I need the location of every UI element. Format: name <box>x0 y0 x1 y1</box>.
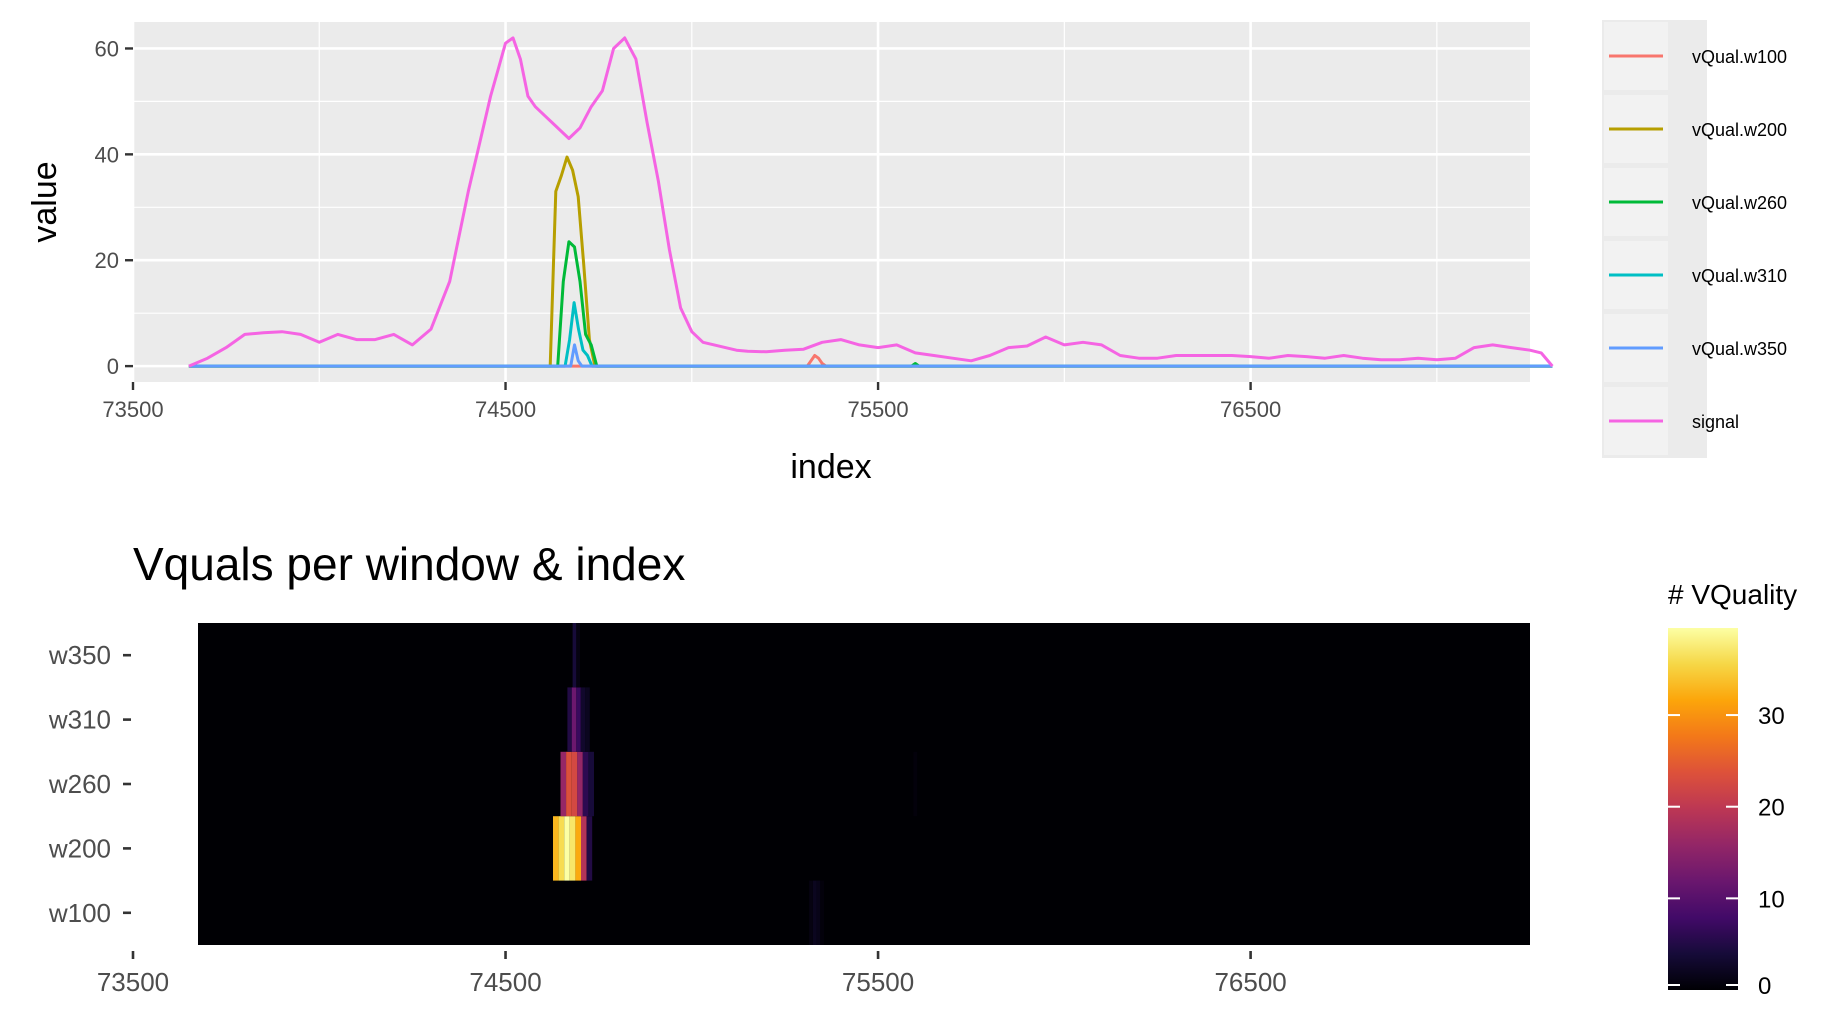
heatmap-panel <box>198 623 1530 945</box>
x-tick-label: 74500 <box>475 397 536 422</box>
heat-cell-w200 <box>586 816 593 881</box>
colorbar-tick-label: 10 <box>1758 886 1785 913</box>
legend-label-vQual.w200: vQual.w200 <box>1692 120 1787 140</box>
colorbar-tick-label: 0 <box>1758 973 1771 1000</box>
colorbar-tick-label: 30 <box>1758 703 1785 730</box>
line-grid-minor <box>133 22 1530 382</box>
heat-cell-w260 <box>913 751 918 817</box>
y-tick-label: 20 <box>95 248 119 273</box>
heatmap-y-axis: w100 w200 w260 w310 w350 <box>48 640 131 928</box>
heat-cell-w200 <box>575 816 581 881</box>
heat-cell-w310 <box>580 687 586 752</box>
legend-label-vQual.w310: vQual.w310 <box>1692 266 1787 286</box>
heat-cell-w100 <box>812 880 817 945</box>
y-tick-label: 0 <box>107 354 119 379</box>
legend-label-vQual.w260: vQual.w260 <box>1692 193 1787 213</box>
series-line-vQual.w350 <box>188 343 1553 368</box>
heat-y-tick-label: w100 <box>48 898 111 928</box>
heat-y-tick-label: w350 <box>48 640 111 670</box>
heat-x-tick-label: 75500 <box>842 967 914 997</box>
colorbar: # VQuality 0 10 20 30 <box>1668 579 1797 1000</box>
heat-y-tick-label: w310 <box>48 705 111 735</box>
heat-cell-w200 <box>553 816 559 881</box>
heat-cell-w260 <box>588 751 594 817</box>
series-line-vQual.w310 <box>188 301 1553 368</box>
x-tick-label: 76500 <box>1220 397 1281 422</box>
line-y-axis: 0 20 40 60 <box>95 36 133 379</box>
heatmap-cells <box>553 623 918 945</box>
heat-cell-w260 <box>577 751 583 817</box>
heat-cell-w200 <box>569 816 576 881</box>
legend-background <box>1602 20 1707 458</box>
line-plot-panel <box>133 22 1530 382</box>
x-tick-label: 73500 <box>102 397 163 422</box>
heat-cell-w100 <box>816 880 821 945</box>
heat-cell-w200 <box>581 816 587 881</box>
y-tick-label: 40 <box>95 142 119 167</box>
line-x-axis: 73500 74500 75500 76500 <box>102 382 1281 422</box>
line-legend: vQual.w100 vQual.w200 vQual.w260 vQual.w310… <box>1602 20 1787 458</box>
line-y-axis-title: value <box>26 161 64 242</box>
legend-label-vQual.w100: vQual.w100 <box>1692 47 1787 67</box>
heat-cell-w310 <box>585 687 590 752</box>
y-tick-label: 60 <box>95 36 119 61</box>
heat-x-tick-label: 76500 <box>1214 967 1286 997</box>
heatmap-title: Vquals per window & index <box>133 538 685 590</box>
series-line-vQual.w260 <box>188 240 1553 368</box>
colorbar-tick-label: 20 <box>1758 795 1785 822</box>
line-chart: 73500 74500 75500 76500 0 20 40 60 index value <box>26 22 1554 486</box>
line-series <box>188 36 1554 368</box>
x-tick-label: 75500 <box>847 397 908 422</box>
heat-cell-w260 <box>571 751 578 817</box>
heat-cell-w310 <box>571 687 577 752</box>
line-x-axis-title: index <box>790 448 871 486</box>
heat-cell-w200 <box>564 816 570 881</box>
colorbar-title: # VQuality <box>1668 579 1797 610</box>
heat-cell-w100 <box>809 880 813 945</box>
series-line-signal <box>188 36 1554 368</box>
colorbar-gradient <box>1668 628 1738 990</box>
heat-cell-w260 <box>560 751 567 817</box>
legend-label-vQual.w350: vQual.w350 <box>1692 339 1787 359</box>
heat-cell-w350 <box>576 623 580 688</box>
heat-cell-w310 <box>576 687 581 752</box>
heat-cell-w350 <box>572 623 577 688</box>
heat-cell-w310 <box>567 687 572 752</box>
heat-cell-w100 <box>820 880 824 945</box>
heat-y-tick-label: w200 <box>48 833 111 863</box>
heat-cell-w200 <box>558 816 565 881</box>
legend-label-signal: signal <box>1692 412 1739 432</box>
heat-cell-w260 <box>566 751 572 817</box>
heat-cell-w260 <box>582 751 589 817</box>
heat-x-tick-label: 74500 <box>469 967 541 997</box>
heat-y-tick-label: w260 <box>48 769 111 799</box>
heat-x-tick-label: 73500 <box>97 967 169 997</box>
heatmap-x-axis: 73500 74500 75500 76500 <box>97 951 1287 997</box>
heatmap-chart: Vquals per window & index w100 w200 w260 w3… <box>48 538 1530 997</box>
